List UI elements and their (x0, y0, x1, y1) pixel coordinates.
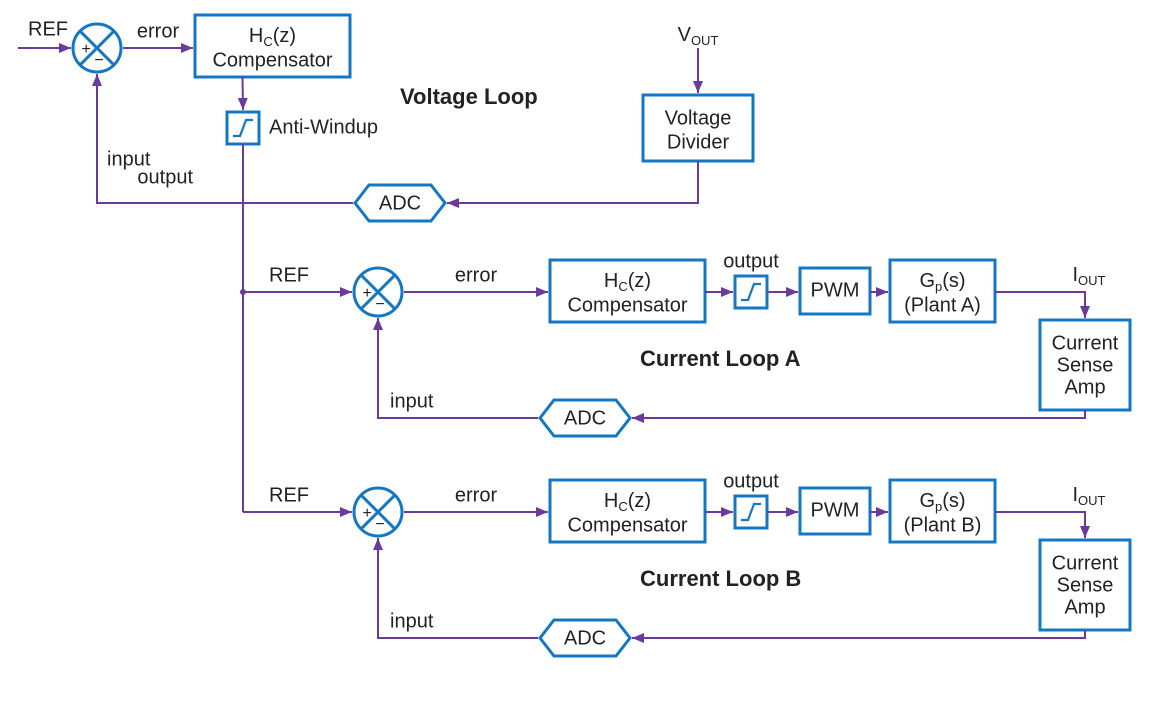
svg-text:Current: Current (1052, 552, 1119, 574)
svg-text:+: + (363, 285, 372, 302)
svg-text:Gp(s): Gp(s) (919, 270, 965, 294)
svg-text:input: input (107, 148, 151, 170)
wire-fb-v (97, 74, 353, 203)
wire (243, 77, 244, 110)
svg-text:REF: REF (28, 18, 68, 40)
svg-text:error: error (455, 484, 498, 506)
svg-text:Current Loop A: Current Loop A (640, 346, 801, 371)
svg-text:input: input (390, 610, 434, 632)
wire (632, 410, 1085, 418)
svg-text:(Plant A): (Plant A) (904, 294, 981, 316)
svg-text:Anti-Windup: Anti-Windup (269, 116, 378, 138)
svg-text:IOUT: IOUT (1072, 264, 1105, 288)
svg-text:HC(z): HC(z) (604, 490, 651, 514)
svg-text:input: input (390, 390, 434, 412)
wire (447, 161, 698, 203)
svg-text:Divider: Divider (667, 131, 730, 153)
svg-text:Voltage Loop: Voltage Loop (400, 84, 538, 109)
svg-text:VOUT: VOUT (678, 24, 719, 48)
svg-text:error: error (455, 264, 498, 286)
svg-text:Amp: Amp (1064, 596, 1105, 618)
svg-text:ADC: ADC (379, 192, 421, 214)
svg-text:+: + (363, 505, 372, 522)
svg-text:Compensator: Compensator (567, 294, 687, 316)
svg-text:PWM: PWM (811, 499, 860, 521)
svg-text:−: − (94, 52, 103, 69)
svg-text:REF: REF (269, 484, 309, 506)
svg-text:PWM: PWM (811, 279, 860, 301)
svg-text:−: − (375, 296, 384, 313)
svg-text:ADC: ADC (564, 627, 606, 649)
svg-text:REF: REF (269, 264, 309, 286)
svg-text:+: + (82, 41, 91, 58)
svg-text:Sense: Sense (1057, 574, 1114, 596)
svg-text:Amp: Amp (1064, 376, 1105, 398)
svg-text:HC(z): HC(z) (249, 25, 296, 49)
svg-text:Sense: Sense (1057, 354, 1114, 376)
svg-text:Current Loop B: Current Loop B (640, 566, 801, 591)
svg-text:(Plant B): (Plant B) (904, 514, 982, 536)
svg-text:output: output (723, 470, 779, 492)
svg-text:IOUT: IOUT (1072, 484, 1105, 508)
svg-text:HC(z): HC(z) (604, 270, 651, 294)
svg-text:Compensator: Compensator (212, 49, 332, 71)
branch-node (240, 289, 246, 295)
svg-text:error: error (137, 20, 180, 42)
svg-text:Compensator: Compensator (567, 514, 687, 536)
wire (995, 292, 1085, 318)
svg-text:Gp(s): Gp(s) (919, 490, 965, 514)
svg-text:ADC: ADC (564, 407, 606, 429)
svg-text:−: − (375, 516, 384, 533)
svg-text:output: output (723, 250, 779, 272)
wire (632, 630, 1085, 638)
wire (995, 512, 1085, 538)
svg-text:Voltage: Voltage (665, 107, 732, 129)
svg-text:Current: Current (1052, 332, 1119, 354)
